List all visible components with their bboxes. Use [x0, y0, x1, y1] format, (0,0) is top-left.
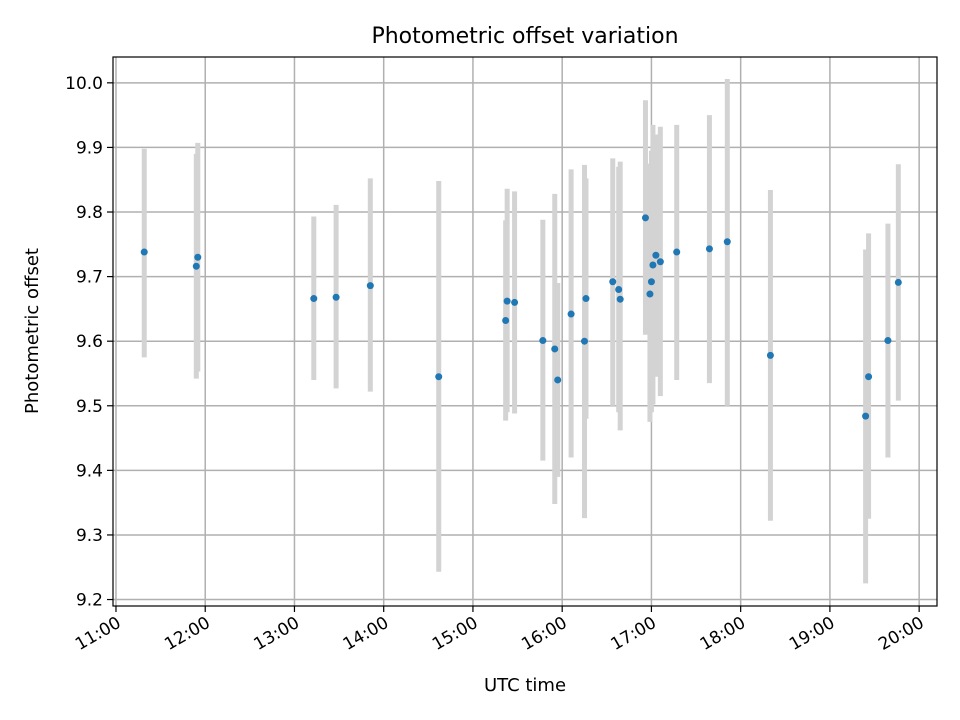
x-axis-label: UTC time: [484, 675, 566, 696]
data-point: [865, 373, 873, 381]
data-point: [140, 248, 148, 256]
data-point: [646, 290, 654, 298]
x-tick-label: 18:00: [697, 613, 749, 655]
data-points: [140, 214, 902, 420]
data-point: [332, 293, 340, 301]
grid: [113, 57, 937, 606]
data-point: [192, 262, 200, 270]
data-point: [580, 337, 588, 345]
data-point: [649, 261, 657, 269]
data-point: [502, 317, 510, 325]
data-point: [673, 248, 681, 256]
data-point: [310, 295, 318, 303]
y-axis-label: Photometric offset: [22, 248, 43, 414]
data-point: [366, 282, 374, 290]
x-tick-label: 13:00: [251, 613, 303, 655]
data-point: [194, 253, 202, 261]
data-point: [616, 295, 624, 303]
data-point: [766, 351, 774, 359]
data-point: [582, 295, 590, 303]
data-point: [656, 258, 664, 266]
data-point: [435, 373, 443, 381]
y-tick-label: 10.0: [65, 74, 103, 94]
x-tick-label: 11:00: [72, 613, 124, 655]
data-point: [862, 412, 870, 420]
data-point: [641, 214, 649, 222]
x-tick-label: 17:00: [607, 613, 659, 655]
data-point: [511, 298, 519, 306]
data-point: [609, 278, 617, 286]
data-point: [723, 238, 731, 246]
x-tick-label: 19:00: [786, 613, 838, 655]
y-tick-label: 9.7: [76, 268, 103, 288]
x-tick-label: 20:00: [875, 613, 927, 655]
y-tick-label: 9.4: [76, 461, 103, 481]
data-point: [554, 376, 562, 384]
data-point: [615, 286, 623, 294]
data-point: [705, 245, 713, 253]
data-point: [539, 337, 547, 345]
y-tick-label: 9.5: [76, 397, 103, 417]
y-tick-label: 9.6: [76, 332, 103, 352]
x-tick-label: 15:00: [429, 613, 481, 655]
error-bars: [141, 78, 901, 584]
data-point: [647, 278, 655, 286]
data-point: [503, 297, 511, 305]
x-tick-label: 16:00: [518, 613, 570, 655]
plot-area-frame: [112, 56, 938, 607]
data-point: [652, 251, 660, 259]
data-point: [567, 310, 575, 318]
y-tick-label: 9.9: [76, 138, 103, 158]
x-tick-label: 14:00: [340, 613, 392, 655]
y-tick-label: 9.8: [76, 203, 103, 223]
data-point: [894, 278, 902, 286]
chart-title: Photometric offset variation: [371, 24, 678, 49]
x-tick-label: 12:00: [161, 613, 213, 655]
data-point: [551, 345, 559, 353]
data-point: [884, 337, 892, 345]
y-tick-label: 9.3: [76, 526, 103, 546]
y-tick-label: 9.2: [76, 591, 103, 611]
